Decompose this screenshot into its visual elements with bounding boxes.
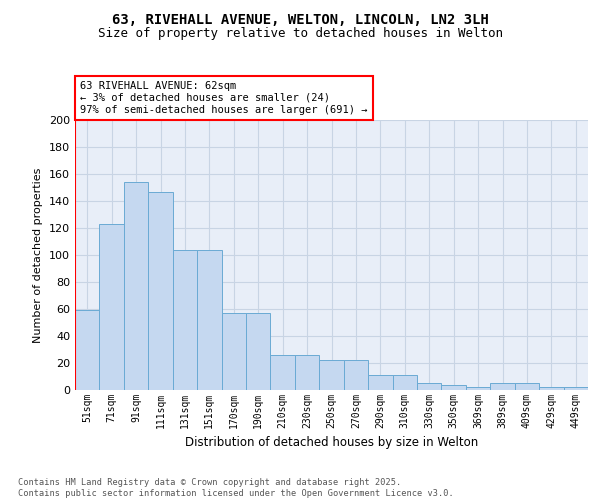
Text: 63, RIVEHALL AVENUE, WELTON, LINCOLN, LN2 3LH: 63, RIVEHALL AVENUE, WELTON, LINCOLN, LN…	[112, 12, 488, 26]
Bar	[392, 375, 417, 390]
Bar	[197, 250, 221, 390]
X-axis label: Distribution of detached houses by size in Welton: Distribution of detached houses by size …	[185, 436, 478, 450]
Bar	[221, 313, 246, 390]
Text: 63 RIVEHALL AVENUE: 62sqm
← 3% of detached houses are smaller (24)
97% of semi-d: 63 RIVEHALL AVENUE: 62sqm ← 3% of detach…	[80, 82, 368, 114]
Text: Contains HM Land Registry data © Crown copyright and database right 2025.
Contai: Contains HM Land Registry data © Crown c…	[18, 478, 454, 498]
Bar	[100, 224, 124, 390]
Bar	[148, 192, 173, 390]
Bar	[368, 375, 392, 390]
Bar	[515, 383, 539, 390]
Bar	[442, 384, 466, 390]
Bar	[319, 360, 344, 390]
Bar	[173, 250, 197, 390]
Bar	[75, 310, 100, 390]
Bar	[344, 360, 368, 390]
Bar	[466, 388, 490, 390]
Bar	[563, 388, 588, 390]
Bar	[539, 388, 563, 390]
Bar	[490, 383, 515, 390]
Text: Size of property relative to detached houses in Welton: Size of property relative to detached ho…	[97, 28, 503, 40]
Bar	[295, 355, 319, 390]
Bar	[271, 355, 295, 390]
Bar	[246, 313, 271, 390]
Bar	[417, 383, 442, 390]
Y-axis label: Number of detached properties: Number of detached properties	[34, 168, 43, 342]
Bar	[124, 182, 148, 390]
